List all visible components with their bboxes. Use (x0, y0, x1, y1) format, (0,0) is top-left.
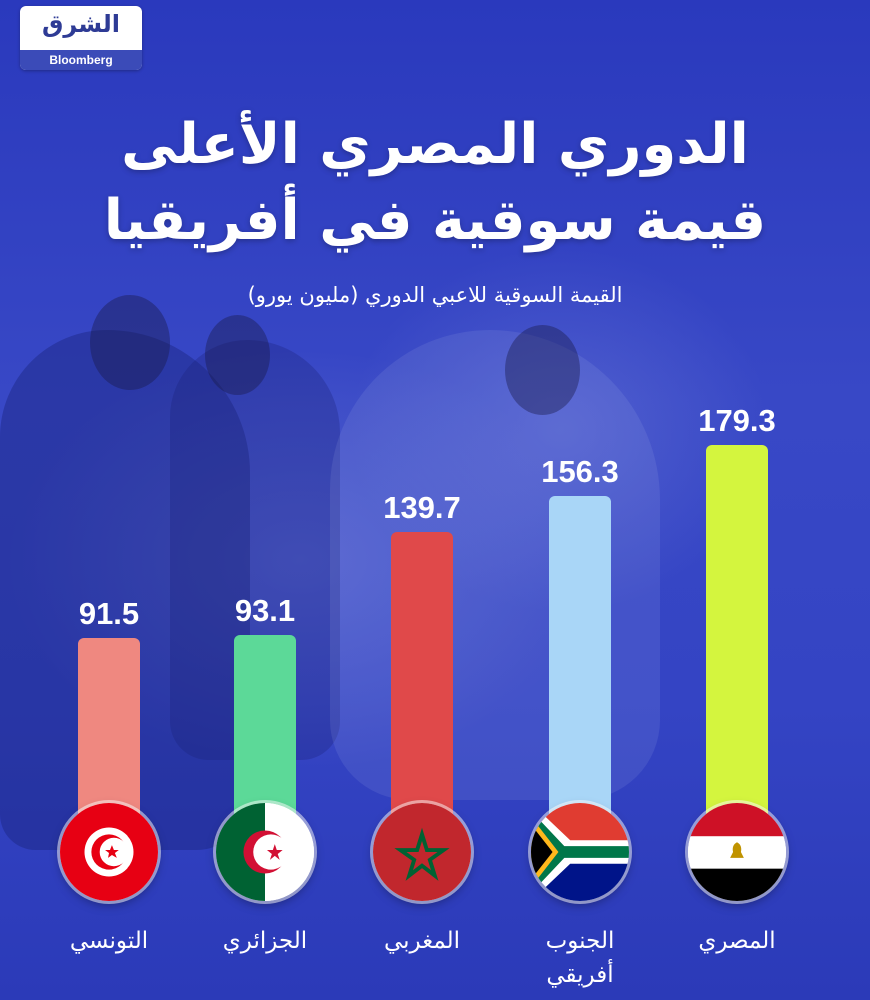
bar-value-label-1: 91.5 (78, 596, 140, 632)
egypt-flag-icon (688, 803, 786, 901)
bar-value-label-3: 139.7 (383, 490, 461, 526)
player-head-right (505, 325, 580, 415)
south-africa-flag-icon (531, 803, 629, 901)
chart-subtitle: القيمة السوقية للاعبي الدوري (مليون يورو… (247, 283, 623, 307)
chart-title-line-1: الدوري المصري الأعلى (121, 112, 749, 177)
category-label-2: الجزائري (185, 924, 345, 958)
category-label-line: المصري (698, 928, 776, 954)
bar-3 (391, 532, 453, 840)
bar-5 (706, 445, 768, 840)
category-label-1: التونسي (29, 924, 189, 958)
bar-4 (549, 495, 611, 840)
morocco-flag-icon (373, 803, 471, 901)
category-label-5: المصري (657, 924, 817, 958)
tunisia-flag-icon (60, 803, 158, 901)
category-label-line: المغربي (383, 928, 461, 954)
asharq-bloomberg-logo: الشرق Bloomberg (20, 6, 142, 70)
category-label-line: أفريقي (546, 962, 614, 988)
bar-value-label-5: 179.3 (698, 403, 776, 438)
logo-arabic-text: الشرق (41, 10, 121, 38)
bar-value-label-4: 156.3 (541, 453, 619, 489)
category-label-line: التونسي (69, 928, 149, 954)
category-label-line: الجزائري (222, 928, 308, 954)
category-label-3: المغربي (342, 924, 502, 958)
bar-value-label-2: 93.1 (234, 592, 296, 628)
category-label-line: الجنوب (545, 928, 615, 954)
player-head-middle (205, 315, 270, 395)
logo-english-text: Bloomberg (20, 50, 142, 70)
chart-title-line-2: قيمة سوقية في أفريقيا (103, 188, 767, 253)
player-head-left (90, 295, 170, 390)
algeria-flag-icon (216, 803, 314, 901)
category-label-4: الجنوب أفريقي (500, 924, 660, 992)
